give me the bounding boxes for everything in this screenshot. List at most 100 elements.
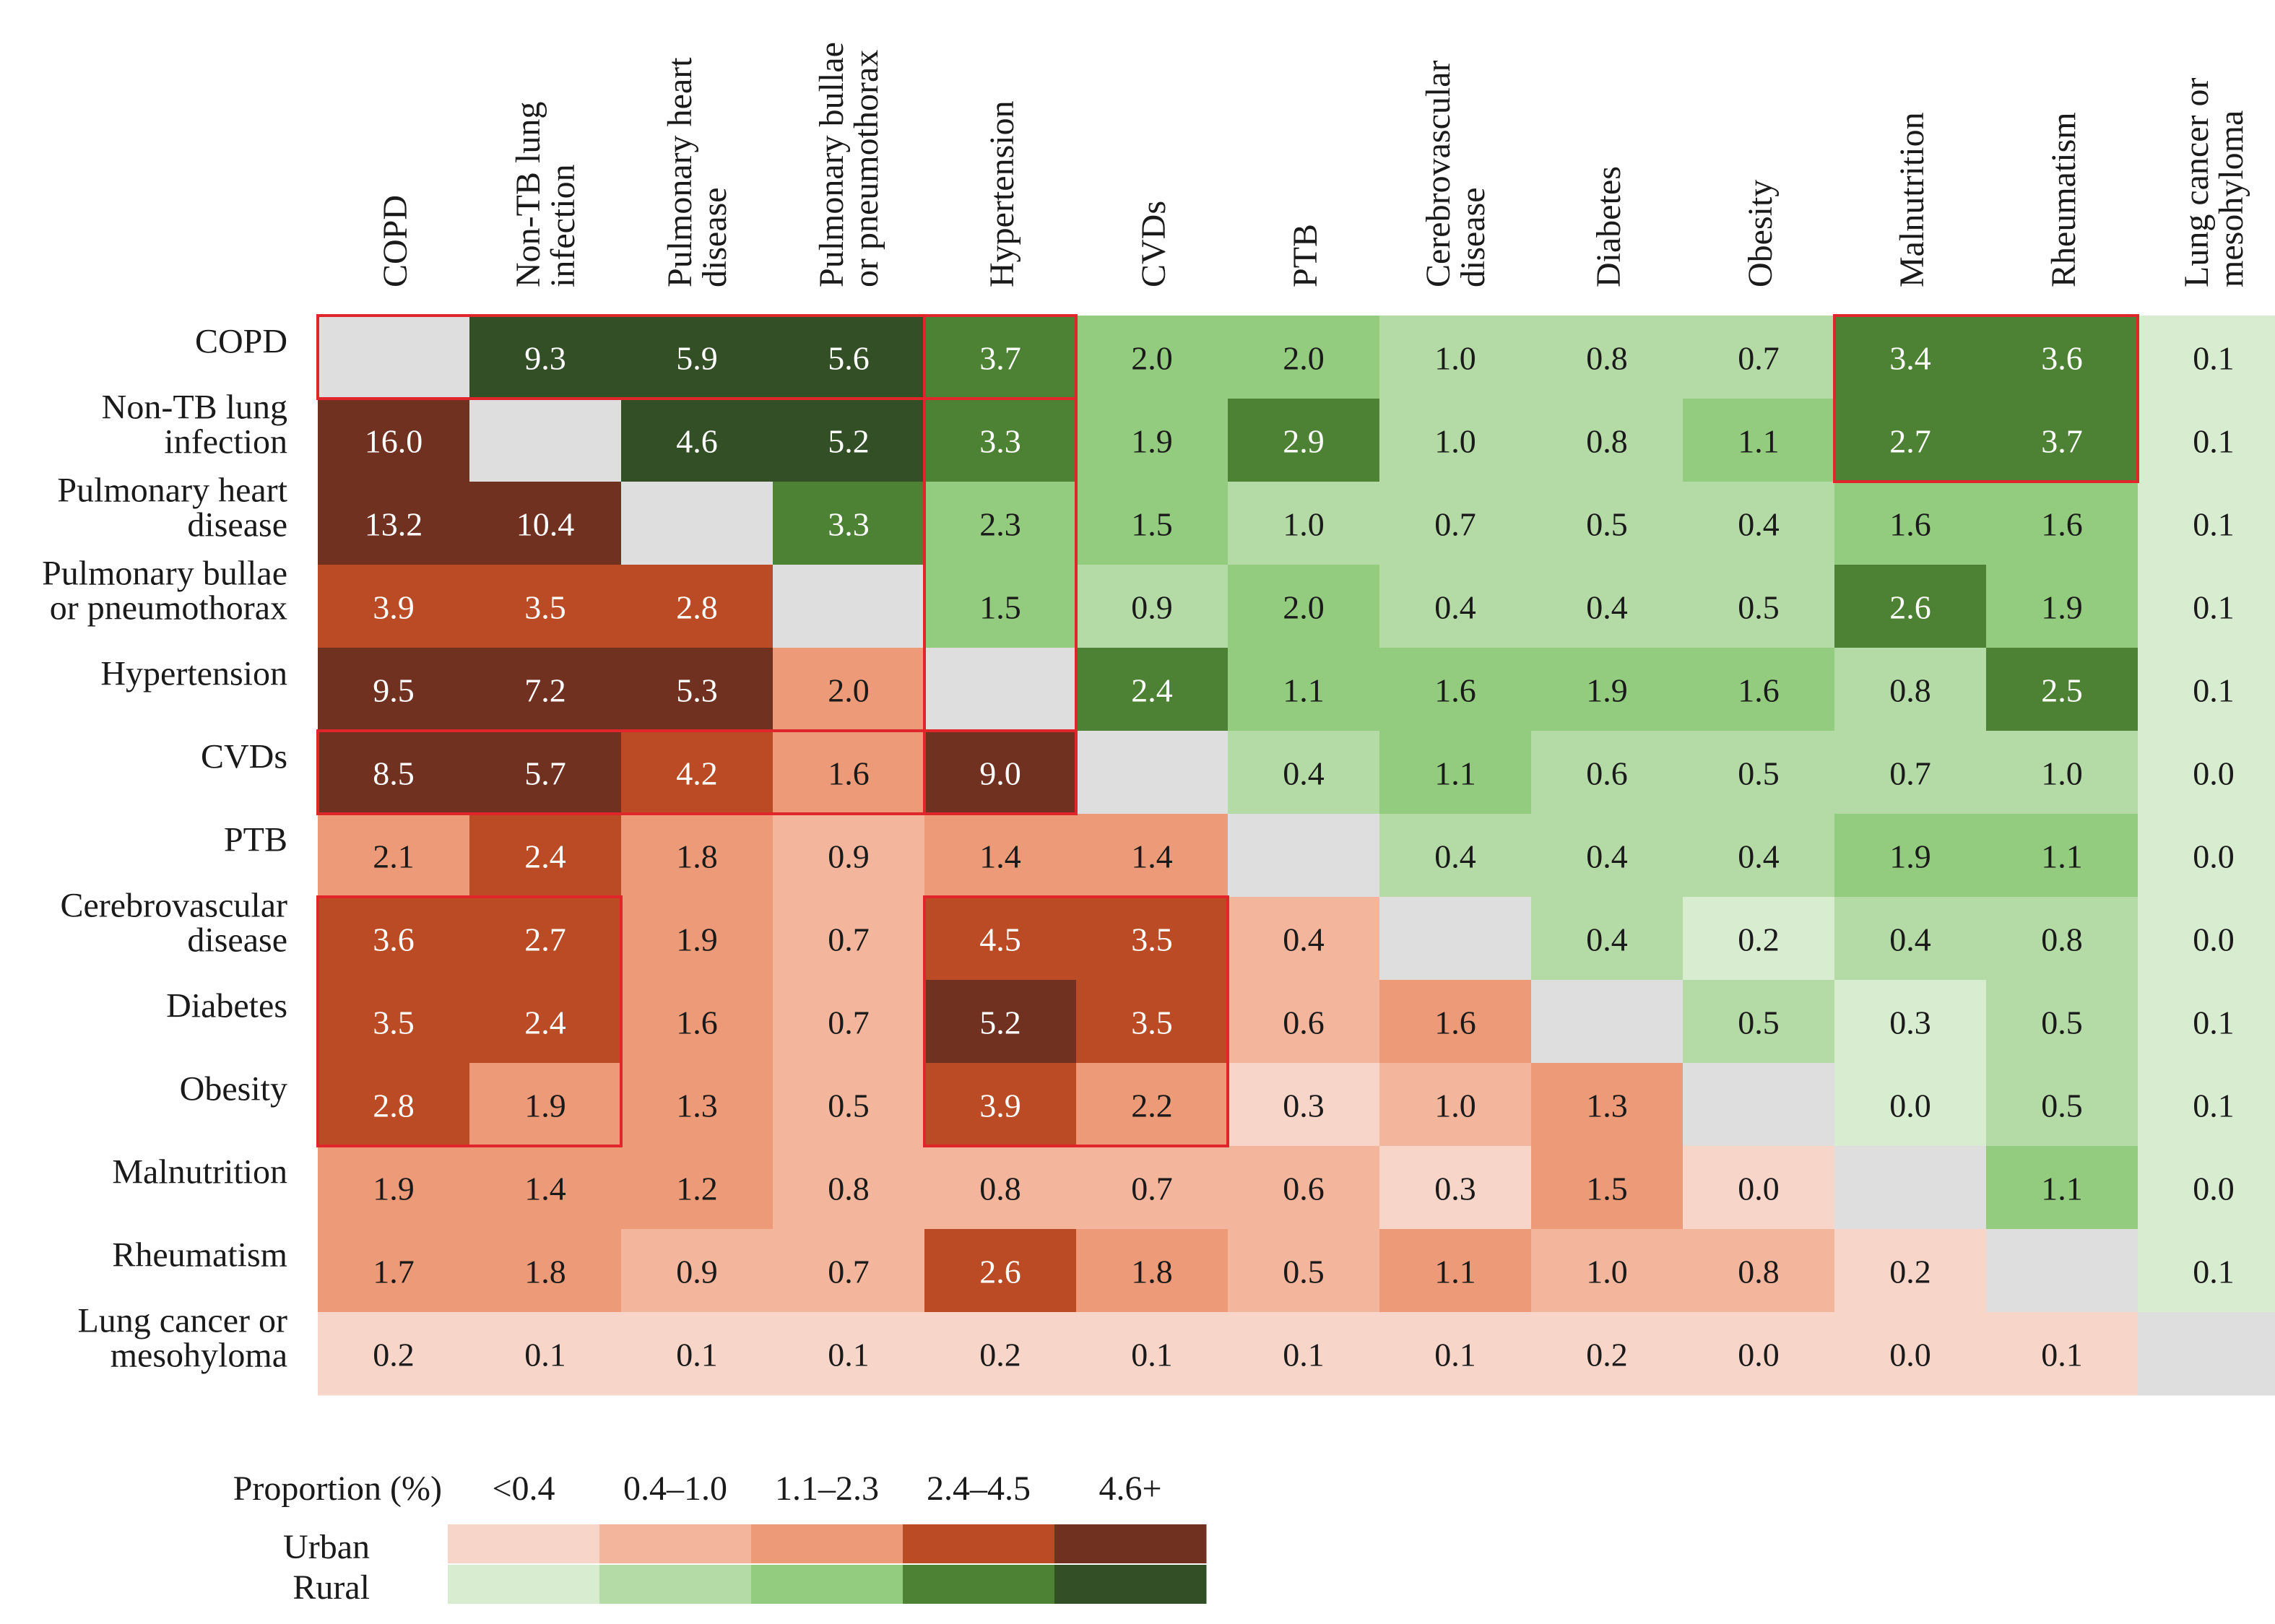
cell-value-label: 1.6 [1434,672,1476,709]
cell-value-label: 3.5 [1131,1004,1173,1041]
heatmap-cell [621,1229,774,1313]
heatmap-cell [318,1146,470,1230]
heatmap-cell [621,1063,774,1147]
heatmap-cell [2138,482,2275,565]
heatmap-cell [2138,1063,2275,1147]
cell-value-label: 1.0 [2041,755,2083,792]
heatmap-cell [1986,980,2138,1064]
heatmap-cell [469,897,622,981]
heatmap-cell [1379,1063,1532,1147]
column-label: Obesity [1741,180,1780,287]
cell-value-label: 0.3 [1283,1087,1325,1124]
heatmap-cell [318,316,470,399]
cell-value-label: 0.5 [2041,1004,2083,1041]
heatmap-cell [1379,648,1532,731]
heatmap-cell [1834,814,1987,898]
heatmap-cell [773,1063,925,1147]
heatmap-cell [773,1229,925,1313]
legend-title: Proportion (%) [233,1469,442,1508]
heatmap-cell [1986,316,2138,399]
cell-value-label: 3.6 [373,921,415,958]
cell-value-label: 3.5 [373,1004,415,1041]
heatmap-cell [1834,731,1987,815]
cell-value-label: 0.2 [1586,1337,1628,1373]
row-label: Lung cancer or [77,1302,287,1340]
heatmap-cell [924,814,1077,898]
row-label: Pulmonary bullae [42,555,287,593]
heatmap-cell [1228,482,1380,565]
heatmap-cell [1228,814,1380,898]
cell-value-label: 0.5 [2041,1087,2083,1124]
heatmap-cell [773,1312,925,1396]
row-label: PTB [224,821,287,859]
row-label: Rheumatism [112,1236,287,1275]
cell-value-label: 1.6 [676,1004,718,1041]
cell-value-label: 3.5 [524,589,566,626]
cell-value-label: 1.1 [1434,1254,1476,1290]
row-label: Cerebrovascular [60,887,287,925]
legend-bin-label: 0.4–1.0 [623,1469,727,1508]
cell-value-label: 0.4 [1889,921,1931,958]
heatmap-cell [773,731,925,815]
heatmap-cell [1379,399,1532,482]
cell-value-label: 1.8 [1131,1254,1173,1290]
heatmap-cell [621,1146,774,1230]
heatmap-cell [1683,316,1835,399]
heatmap-cell [1531,980,1684,1064]
cell-value-label: 1.4 [979,838,1021,875]
heatmap-cell [773,897,925,981]
heatmap-cell [1379,1312,1532,1396]
cell-value-label: 4.2 [676,755,718,792]
cell-value-label: 0.5 [828,1087,870,1124]
cell-value-label: 1.9 [1889,838,1931,875]
heatmap-cell [924,980,1077,1064]
heatmap-cell [1986,731,2138,815]
heatmap-cell [1076,897,1228,981]
heatmap-cell [318,482,470,565]
heatmap-cell [2138,648,2275,731]
heatmap-cell [1986,1063,2138,1147]
legend-row-label: Rural [292,1568,370,1607]
cell-value-label: 0.5 [1738,589,1780,626]
heatmap-cell [773,814,925,898]
heatmap-cell [2138,897,2275,981]
heatmap-cell [773,316,925,399]
heatmap-cell [1531,565,1684,648]
row-label: disease [187,506,287,544]
cell-value-label: 0.0 [1889,1087,1931,1124]
heatmap-cell [924,648,1077,731]
heatmap-cells [318,316,2275,1396]
row-label: Obesity [180,1070,287,1108]
cell-value-label: 0.0 [2193,921,2235,958]
cell-value-label: 1.2 [676,1171,718,1207]
highlight-boxes [316,314,2139,1147]
cell-value-label: 9.3 [524,340,566,377]
cell-value-label: 0.7 [828,1254,870,1290]
cell-value-label: 8.5 [373,755,415,792]
heatmap-cell [1834,1312,1987,1396]
cell-value-label: 13.2 [365,506,423,543]
cell-value-label: 0.8 [2041,921,2083,958]
heatmap-cell [621,980,774,1064]
cell-value-label: 1.9 [2041,589,2083,626]
cell-value-label: 2.0 [1283,589,1325,626]
heatmap-cell [1834,399,1987,482]
heatmap-cell [1683,814,1835,898]
heatmap-cell [2138,565,2275,648]
legend-swatch [1054,1524,1207,1563]
heatmap-cell [318,1063,470,1147]
heatmap-cell [469,565,622,648]
cell-value-label: 2.3 [979,506,1021,543]
cell-value-label: 0.1 [2193,340,2235,377]
heatmap-cell [621,1312,774,1396]
heatmap-cell [924,1063,1077,1147]
column-label: infection [544,164,582,287]
heatmap-cell [1228,648,1380,731]
cell-value-label: 0.7 [1434,506,1476,543]
heatmap-cell [1683,1146,1835,1230]
cell-value-label: 2.8 [676,589,718,626]
cell-value-label: 0.5 [1738,755,1780,792]
heatmap-cell [1379,565,1532,648]
